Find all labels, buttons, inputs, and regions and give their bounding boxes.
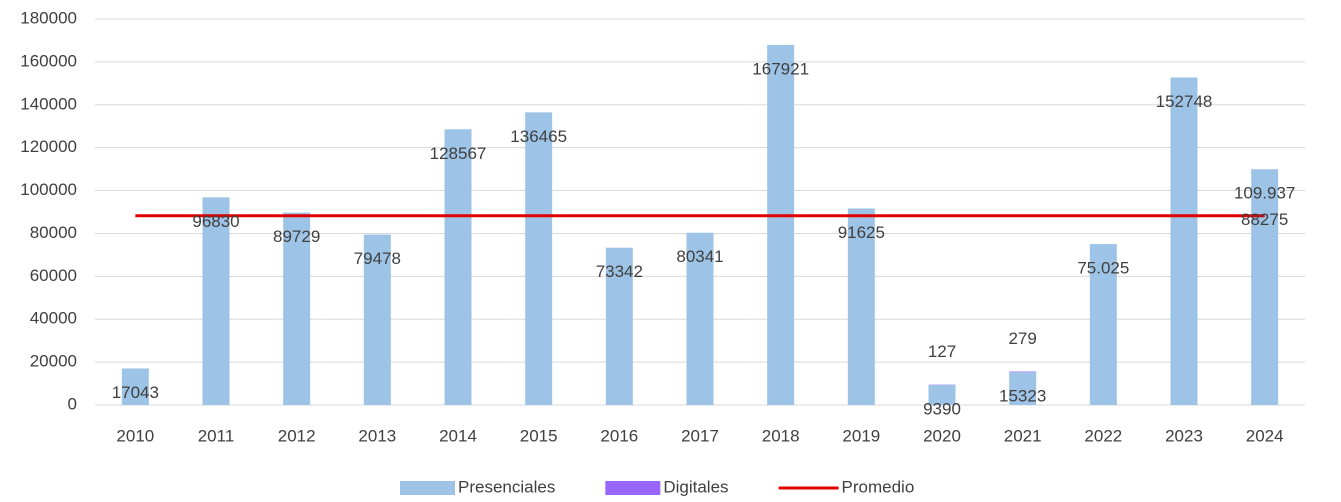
bar	[767, 44, 795, 406]
data-label: 9390	[923, 399, 961, 418]
data-label: 17043	[112, 383, 159, 402]
y-tick-label: 120000	[20, 137, 77, 156]
data-label: 279	[1008, 329, 1036, 348]
x-tick-label: 2013	[358, 426, 396, 445]
bar	[1089, 244, 1117, 405]
data-label: 80341	[676, 247, 723, 266]
data-label: 167921	[752, 59, 809, 78]
x-tick-label: 2019	[842, 426, 880, 445]
x-tick-label: 2020	[923, 426, 961, 445]
y-tick-label: 180000	[20, 8, 77, 27]
data-label: 79478	[354, 249, 401, 268]
y-tick-label: 0	[68, 394, 77, 413]
data-label: 128567	[430, 144, 487, 163]
x-tick-label: 2018	[762, 426, 800, 445]
x-tick-label: 2015	[520, 426, 558, 445]
legend-label: Presenciales	[458, 477, 555, 496]
bar	[444, 129, 472, 405]
bar	[847, 208, 875, 405]
bar	[686, 232, 714, 405]
x-tick-label: 2010	[116, 426, 154, 445]
x-tick-label: 2011	[198, 426, 235, 445]
bar	[525, 112, 553, 405]
y-tick-label: 160000	[20, 51, 77, 70]
x-tick-label: 2017	[681, 426, 719, 445]
bar	[1009, 372, 1037, 405]
x-tick-label: 2021	[1004, 426, 1042, 445]
legend-label: Digitales	[663, 477, 728, 496]
bar	[1170, 77, 1198, 405]
bar	[121, 368, 149, 405]
bar	[1251, 169, 1279, 405]
bar	[202, 197, 230, 405]
bar	[283, 212, 311, 405]
data-label: 152748	[1156, 92, 1213, 111]
data-label: 91625	[838, 223, 885, 242]
data-label: 75.025	[1077, 259, 1129, 278]
data-label: 109.937	[1234, 184, 1295, 203]
x-tick-label: 2022	[1084, 426, 1122, 445]
data-label: 96830	[192, 212, 239, 231]
legend-swatch	[605, 481, 661, 495]
data-label: 15323	[999, 387, 1046, 406]
x-tick-label: 2023	[1165, 426, 1203, 445]
bar	[605, 247, 633, 405]
y-tick-label: 100000	[20, 180, 77, 199]
y-tick-label: 60000	[30, 266, 77, 285]
x-tick-label: 2014	[439, 426, 477, 445]
data-label: 73342	[596, 262, 643, 281]
bar	[1009, 371, 1037, 373]
legend-swatch	[400, 481, 455, 495]
data-label: 89729	[273, 227, 320, 246]
data-label: 127	[928, 342, 956, 361]
y-tick-label: 40000	[30, 309, 77, 328]
data-label: 136465	[510, 127, 567, 146]
legend-label: Promedio	[842, 477, 915, 496]
y-tick-label: 20000	[30, 352, 77, 371]
y-tick-label: 80000	[30, 223, 77, 242]
y-tick-label: 140000	[20, 94, 77, 113]
bar	[363, 234, 391, 405]
bar	[928, 384, 956, 405]
x-tick-label: 2016	[600, 426, 638, 445]
x-tick-label: 2024	[1246, 426, 1284, 445]
data-label: 88275	[1241, 210, 1288, 229]
x-tick-label: 2012	[278, 426, 316, 445]
